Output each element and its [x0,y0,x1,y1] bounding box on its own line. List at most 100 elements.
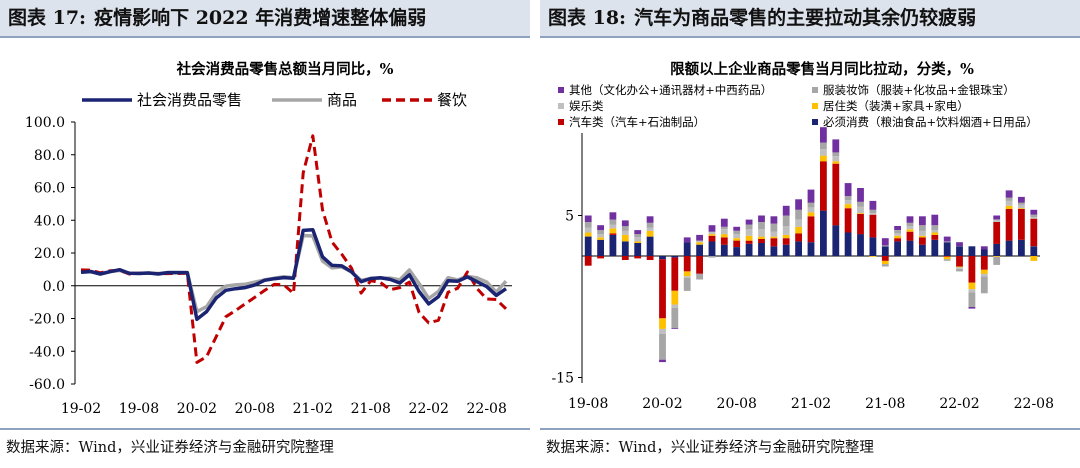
bar-segment [894,226,901,230]
bar-segment [683,237,691,243]
bar-segment [820,142,827,150]
bar-segment [894,238,901,242]
bar-segment [782,234,790,239]
bar-segment [584,227,592,233]
bar-segment [745,243,753,256]
bar-segment [609,233,617,235]
bar-segment [646,236,654,256]
bar-segment [597,225,604,231]
bar-segment [956,269,963,272]
left-figure-label: 图表 17: [8,7,87,29]
bar-segment [931,230,939,233]
legend-swatch [812,87,818,93]
bar-segment [609,234,617,256]
bar-segment [894,241,901,256]
legend-swatch [558,103,564,109]
bar-segment [758,222,765,230]
bar-segment [993,243,1001,256]
bar-segment [906,216,914,223]
bar-segment [832,161,840,164]
bar-segment [621,226,629,231]
bar-segment [659,328,666,334]
bar-segment [919,237,926,245]
legend-label: 汽车类（汽车+石油制品） [569,115,705,129]
bar-segment [621,241,629,256]
right-source-note: 数据来源：Wind，兴业证券经济与金融研究院整理 [540,428,1080,468]
right-figure-label: 图表 18: [548,7,627,29]
bar-segment [795,233,802,242]
bar-segment [993,219,1001,222]
bar-segment [943,259,951,261]
bar-segment [968,256,976,283]
bar-segment [597,256,604,259]
bar-segment [857,206,864,214]
bar-segment [906,240,914,256]
x-tick-label: 20-02 [177,401,217,417]
bar-segment [659,259,666,319]
bar-segment [894,235,901,239]
bar-segment [733,226,741,231]
bar-segment [857,234,864,256]
chart-series [80,134,508,364]
bar-segment [683,276,691,278]
bar-segment [807,216,815,243]
bar-segment [832,152,840,157]
bar-segment [634,243,642,256]
y-tick-label: 20.0 [34,246,65,262]
bar-segment [894,233,901,236]
bar-segment [832,156,840,162]
bar-segment [758,239,765,243]
bar-segment [832,139,840,153]
bar-segment [733,230,741,235]
bar-segment [1005,205,1013,209]
chart-title: 限额以上企业商品零售当月同比拉动，分类，% [670,60,974,78]
y-tick-label: -60.0 [29,377,65,393]
bar-segment [844,200,852,205]
bar-segment [1005,240,1013,256]
bar-segment [968,307,976,309]
bar-segment [745,224,753,230]
bar-segment [943,236,951,242]
bar-segment [708,256,716,258]
bar-segment [943,256,951,257]
bar-segment [671,257,679,291]
bar-segment [609,224,617,229]
bar-segment [844,232,852,256]
left-figure-title: 疫情影响下 2022 年消费增速整体偏弱 [94,7,427,29]
bar-segment [956,256,963,267]
bar-segment [993,256,1001,265]
x-tick-label: 19-08 [119,401,159,417]
bar-segment [795,219,802,227]
bar-segment [659,256,666,260]
y-tick-label: 40.0 [34,213,65,229]
bar-segment [683,271,691,277]
bar-segment [609,219,617,225]
bar-segment [584,256,592,266]
bar-segment [943,256,951,260]
bar-segment [956,242,963,247]
x-tick-label: 21-02 [791,396,831,412]
x-tick-label: 22-02 [409,401,449,417]
bar-segment [758,229,765,237]
bar-segment [758,236,765,239]
chart-series [584,127,1038,363]
y-tick-label: 80.0 [34,148,65,164]
bar-segment [844,183,852,197]
bar-segment [708,225,716,232]
bar-segment [1030,246,1038,256]
bar-segment [869,214,877,238]
bar-segment [956,267,963,269]
bar-segment [770,236,778,239]
bar-segment [634,256,642,259]
bar-segment [683,242,691,256]
bar-segment [745,240,753,244]
bar-segment [931,225,939,231]
bar-segment [720,218,728,227]
bar-segment [968,282,976,290]
bar-segment [795,226,802,234]
bar-segment [621,230,629,235]
bar-segment [881,264,889,267]
bar-segment [832,225,840,256]
bar-segment [857,188,864,202]
bar-segment [1018,205,1025,209]
